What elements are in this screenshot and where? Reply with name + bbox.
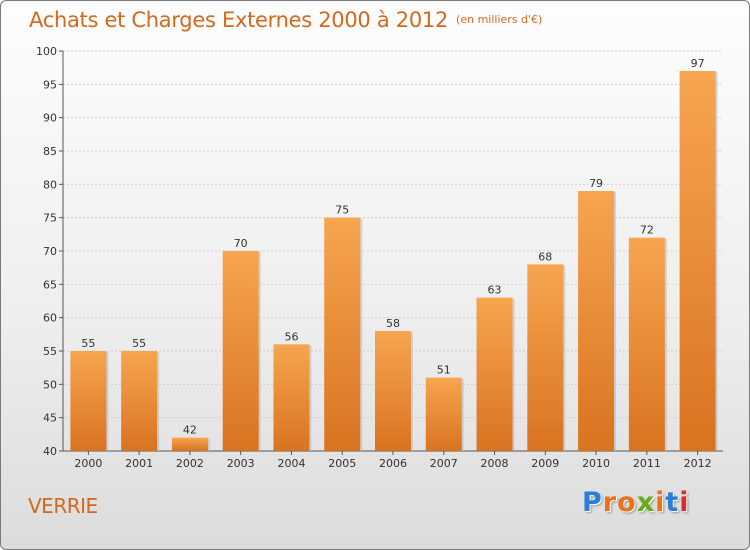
bar-2011 [628,237,665,451]
x-tick-label: 2003 [227,457,255,470]
value-label: 42 [183,424,197,437]
value-label: 97 [691,57,705,70]
value-label: 55 [132,337,146,350]
logo-letter: t [665,487,680,518]
x-tick-label: 2012 [684,457,712,470]
value-label: 79 [589,177,603,190]
logo-letter: x [636,487,656,518]
x-tick-label: 2001 [125,457,153,470]
bar-2007 [425,377,462,451]
title-row: Achats et Charges Externes 2000 à 2012 (e… [29,8,542,32]
y-tick-label: 65 [43,278,57,291]
x-tick-label: 2007 [430,457,458,470]
bar-2012 [679,71,716,451]
bar-2000 [70,351,107,451]
bar-2004 [273,344,310,451]
x-tick-label: 2008 [481,457,509,470]
y-tick-label: 45 [43,412,57,425]
bar-2006 [375,331,411,451]
chart-title: Achats et Charges Externes 2000 à 2012 [29,8,449,32]
logo-letter: r [602,487,618,518]
value-label: 68 [538,250,552,263]
bar-2001 [121,351,158,451]
x-tick-label: 2000 [74,457,102,470]
y-tick-label: 75 [43,212,57,225]
bar-2009 [527,264,564,451]
bars [70,71,718,451]
value-label: 58 [386,317,400,330]
bar-2010 [578,191,615,451]
logo-letter: i [679,487,690,518]
proxiti-logo: Proxiti [582,487,690,518]
logo-letter: i [655,487,666,518]
y-tick-label: 40 [43,445,57,458]
x-tick-label: 2004 [277,457,305,470]
value-label: 56 [284,330,298,343]
bar-2003 [222,251,259,451]
logo-letter: P [582,487,603,518]
x-tick-label: 2009 [531,457,559,470]
x-tick-label: 2011 [633,457,661,470]
bar-2008 [476,297,513,451]
value-label: 72 [640,224,654,237]
chart-unit: (en milliers d'€) [456,13,543,26]
y-tick-label: 90 [43,112,57,125]
commune-name: VERRIE [28,494,98,518]
y-tick-label: 60 [43,312,57,325]
value-label: 63 [488,284,502,297]
labels: 40 45 50 55 60 65 70 75 80 85 90 95 100 55 2000 55 2001 4… [36,45,712,470]
value-label: 51 [437,364,451,377]
bar-2005 [324,217,361,451]
x-tick-label: 2006 [379,457,407,470]
bar-2002 [171,437,208,451]
y-tick-label: 70 [43,245,57,258]
x-tick-label: 2005 [328,457,356,470]
y-tick-label: 50 [43,378,57,391]
x-tick-label: 2010 [582,457,610,470]
y-tick-label: 80 [43,178,57,191]
logo-letter: o [617,487,637,518]
y-tick-label: 100 [36,45,57,58]
y-tick-label: 85 [43,145,57,158]
value-label: 55 [81,337,95,350]
grid-lines [63,50,723,419]
value-label: 75 [335,204,349,217]
y-tick-label: 95 [43,78,57,91]
y-tick-label: 55 [43,345,57,358]
value-label: 70 [234,237,248,250]
x-tick-label: 2002 [176,457,204,470]
